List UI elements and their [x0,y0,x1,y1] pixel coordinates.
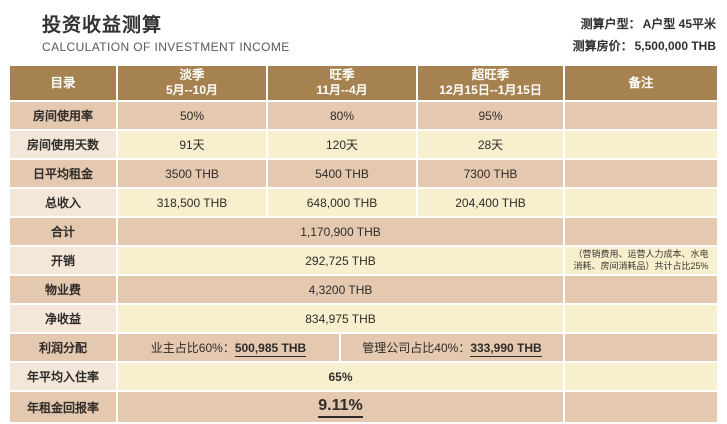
table-header-row: 目录 淡季 5月--10月 旺季 11月--4月 超旺季 12月15日--1月1… [10,66,717,100]
profit-owner-label: 业主占比60%： [150,341,235,355]
remark-cell [565,160,717,187]
table-row-property-fee: 物业费 4,3200 THB [10,276,717,303]
remark-cell [565,189,717,216]
profit-company-value: 333,990 THB [470,341,542,357]
row-label: 总收入 [10,189,116,216]
annual-return-value: 9.11% [318,397,363,418]
cell-value: 318,500 THB [118,189,266,216]
col-header-low-season: 淡季 5月--10月 [118,66,266,100]
table-row-avg-occupancy: 年平均入住率 65% [10,363,717,390]
remark-cell [565,305,717,332]
title-block: 投资收益测算 CALCULATION OF INVESTMENT INCOME [42,10,290,54]
calc-price-line: 测算房价： 5,500,000 THB [573,35,716,57]
calc-unit-line: 测算户型： A户型 45平米 [573,13,716,35]
row-label: 开销 [10,247,116,274]
profit-company-label: 管理公司占比40%： [362,341,471,355]
table-row-net-income: 净收益 834,975 THB [10,305,717,332]
table-row-expenses: 开销 292,725 THB （营销费用、运营人力成本、水电消耗、房间消耗品）共… [10,247,717,274]
col-header-peak-season: 超旺季 12月15日--1月15日 [418,66,563,100]
calc-unit-value: A户型 45平米 [642,17,716,31]
calc-price-label: 测算房价： [572,39,633,53]
table-row-occupancy-days: 房间使用天数 91天 120天 28天 [10,131,717,158]
table-row-daily-rent: 日平均租金 3500 THB 5400 THB 7300 THB [10,160,717,187]
row-label: 房间使用天数 [10,131,116,158]
cell-value: 80% [268,102,416,129]
cell-value: 5400 THB [268,160,416,187]
cell-span-value: 65% [118,363,563,390]
remark-cell [565,334,717,361]
row-label: 房间使用率 [10,102,116,129]
row-label: 物业费 [10,276,116,303]
cell-span-value: 1,170,900 THB [118,218,563,245]
calc-info: 测算户型： A户型 45平米 测算房价： 5,500,000 THB [573,13,716,57]
cell-value: 91天 [118,131,266,158]
table-row-annual-return: 年租金回报率 9.11% [10,392,717,422]
remark-cell [565,131,717,158]
col-header-high-season: 旺季 11月--4月 [268,66,416,100]
cell-span-value: 9.11% [118,392,563,422]
expenses-remark-text: （营销费用、运营人力成本、水电消耗、房间消耗品）共计占比25% [573,249,709,271]
remark-cell: （营销费用、运营人力成本、水电消耗、房间消耗品）共计占比25% [565,247,717,274]
profit-company-cell: 管理公司占比40%：333,990 THB [341,334,563,361]
remark-cell [565,102,717,129]
table-row-occupancy-rate: 房间使用率 50% 80% 95% [10,102,717,129]
profit-owner-cell: 业主占比60%：500,985 THB [118,334,339,361]
cell-value: 204,400 THB [418,189,563,216]
row-label: 净收益 [10,305,116,332]
cell-value: 28天 [418,131,563,158]
remark-cell [565,363,717,390]
cell-span-value: 834,975 THB [118,305,563,332]
cell-value: 120天 [268,131,416,158]
cell-value: 3500 THB [118,160,266,187]
row-label: 日平均租金 [10,160,116,187]
row-label: 年平均入住率 [10,363,116,390]
col-header-remark: 备注 [565,66,717,100]
cell-value: 648,000 THB [268,189,416,216]
table-row-total-income: 总收入 318,500 THB 648,000 THB 204,400 THB [10,189,717,216]
remark-cell [565,392,717,422]
income-table: 目录 淡季 5月--10月 旺季 11月--4月 超旺季 12月15日--1月1… [10,66,717,424]
cell-value: 50% [118,102,266,129]
page-title: 投资收益测算 [42,15,163,36]
calc-unit-label: 测算户型： [580,17,641,31]
cell-span-value: 292,725 THB [118,247,563,274]
table-row-profit-split: 利润分配 业主占比60%：500,985 THB 管理公司占比40%：333,9… [10,334,717,361]
cell-span-value: 4,3200 THB [118,276,563,303]
table-row-sum-total: 合计 1,170,900 THB [10,218,717,245]
page-subtitle: CALCULATION OF INVESTMENT INCOME [42,40,290,54]
calc-price-value: 5,500,000 THB [634,39,716,53]
cell-value: 95% [418,102,563,129]
row-label: 利润分配 [10,334,116,361]
cell-value: 7300 THB [418,160,563,187]
profit-owner-value: 500,985 THB [234,341,307,357]
row-label: 合计 [10,218,116,245]
col-header-catalog: 目录 [10,66,116,100]
remark-cell [565,218,717,245]
row-label: 年租金回报率 [10,392,116,422]
remark-cell [565,276,717,303]
